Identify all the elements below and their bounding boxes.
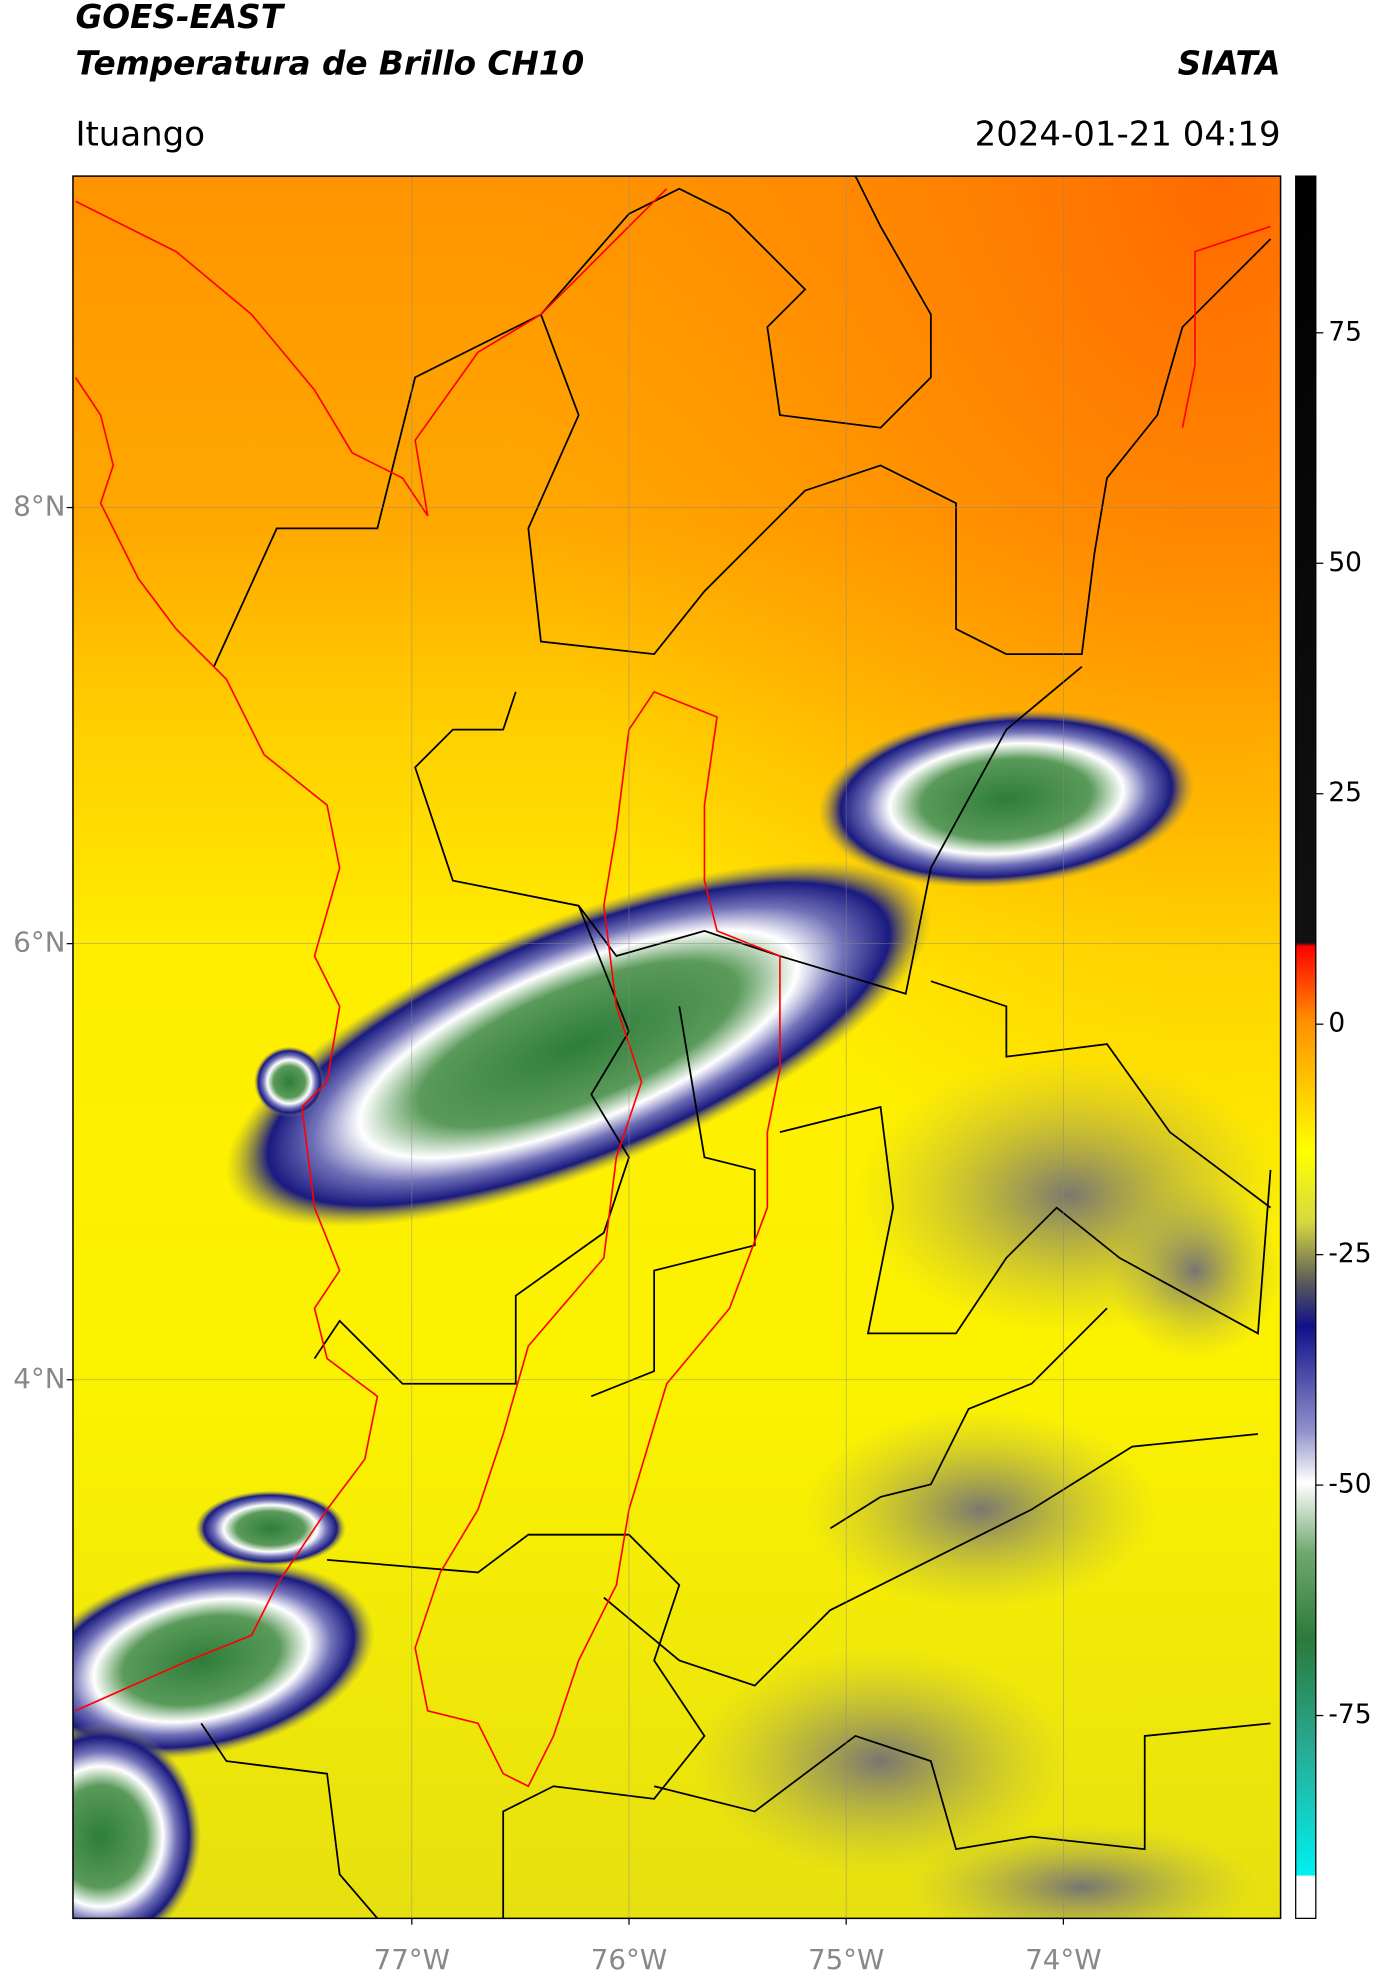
colorbar-tick-label: -50 [1328, 1469, 1371, 1500]
colorbar-tick-label: 25 [1328, 777, 1362, 808]
location: Ituango [75, 114, 205, 154]
colorbar-tick-label: 50 [1328, 547, 1362, 578]
map-frame [72, 175, 1282, 1920]
x-tick-label: 76°W [591, 1943, 667, 1976]
title: GOES-EAST [75, 0, 285, 36]
agency: SIATA [1178, 44, 1281, 82]
x-tick-label: 74°W [1025, 1943, 1101, 1976]
colorbar-tick-label: -75 [1328, 1699, 1371, 1730]
subtitle: Temperatura de Brillo CH10 [75, 44, 584, 82]
y-tick-label: 6°N [13, 926, 65, 959]
colorbar [1295, 175, 1317, 1919]
colorbar-tick-label: 0 [1328, 1008, 1345, 1039]
y-tick-label: 4°N [13, 1362, 65, 1395]
datetime: 2024-01-21 04:19 [975, 114, 1281, 154]
x-tick-label: 75°W [808, 1943, 884, 1976]
colorbar-tick-label: -25 [1328, 1238, 1371, 1269]
graticule [72, 176, 1281, 1919]
x-tick-label: 77°W [374, 1943, 450, 1976]
y-tick-label: 8°N [13, 490, 65, 523]
colorbar-tick-label: 75 [1328, 316, 1362, 347]
map-image [72, 176, 1281, 1919]
